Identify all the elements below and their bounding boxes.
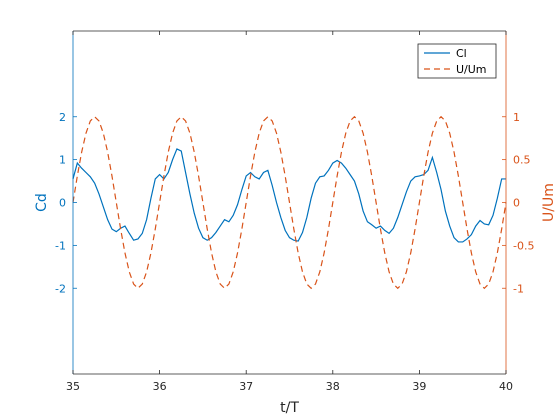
left-y-axis-label: Cd xyxy=(34,193,50,212)
legend: Cl U/Um xyxy=(417,43,497,79)
x-tick-label: 37 xyxy=(239,380,253,393)
x-tick-label: 40 xyxy=(499,380,513,393)
legend-label-u-um: U/Um xyxy=(456,63,487,76)
right-y-tick-label: 1 xyxy=(513,111,520,124)
right-y-axis-label: U/Um xyxy=(541,183,557,222)
left-y-tick-label: 2 xyxy=(59,111,66,124)
ticks-layer: 35 36 37 38 39 40 -2 -1 0 1 2 -1 -0.5 0 0.5 1 xyxy=(55,31,534,393)
legend-box xyxy=(417,43,497,79)
series-line-u-um xyxy=(72,115,507,290)
x-axis-label: t/T xyxy=(280,400,299,416)
x-tick-label: 36 xyxy=(153,380,167,393)
right-y-tick-label: 0 xyxy=(513,197,520,210)
series-layer xyxy=(72,115,507,290)
x-tick-label: 38 xyxy=(326,380,340,393)
left-y-tick-label: 0 xyxy=(59,197,66,210)
left-y-tick-label: -2 xyxy=(55,282,66,295)
right-y-tick-label: -0.5 xyxy=(513,239,534,252)
left-y-tick-label: 1 xyxy=(59,154,66,167)
right-y-tick-label: -1 xyxy=(513,282,524,295)
left-y-tick-label: -1 xyxy=(55,239,66,252)
series-line-cl xyxy=(72,148,506,243)
x-tick-label: 39 xyxy=(412,380,426,393)
right-y-tick-label: 0.5 xyxy=(513,154,531,167)
legend-label-cl: Cl xyxy=(456,47,467,60)
x-tick-label: 35 xyxy=(66,380,80,393)
